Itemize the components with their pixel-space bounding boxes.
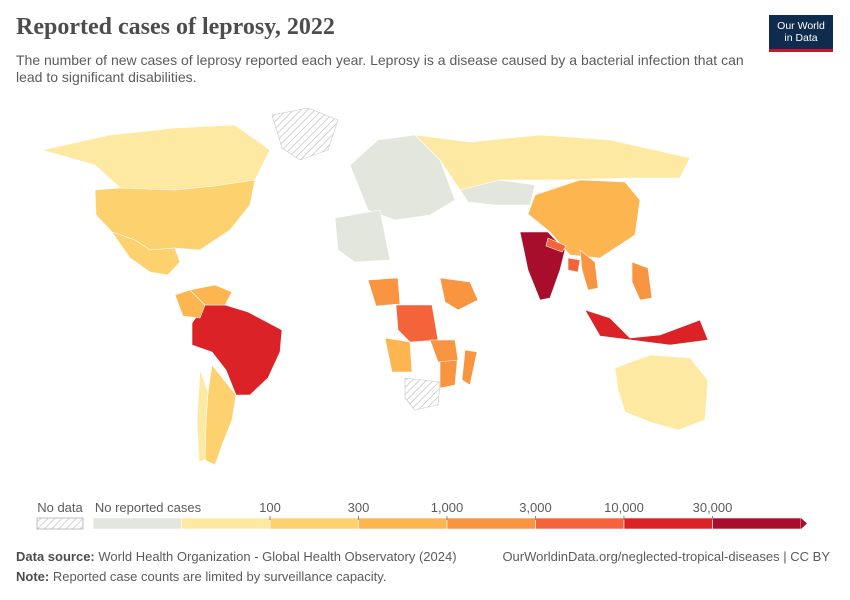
note-label: Note: bbox=[16, 569, 50, 584]
country-india[interactable] bbox=[519, 231, 566, 301]
legend-arrow bbox=[801, 518, 807, 529]
legend-swatch-0[interactable] bbox=[92, 517, 182, 530]
world-map bbox=[41, 107, 709, 466]
country-greenland[interactable] bbox=[271, 107, 339, 161]
source-url[interactable]: OurWorldinData.org/neglected-tropical-di… bbox=[502, 549, 830, 564]
data-source: Data source: World Health Organization -… bbox=[16, 549, 457, 564]
legend-swatch-1[interactable] bbox=[181, 517, 271, 530]
country-canada[interactable] bbox=[41, 124, 271, 191]
chart-title: Reported cases of leprosy, 2022 bbox=[16, 14, 335, 40]
legend-swatch-7[interactable] bbox=[712, 517, 802, 530]
country-venezuela[interactable] bbox=[189, 284, 233, 306]
country-bangladesh[interactable] bbox=[567, 257, 581, 273]
country-madagascar[interactable] bbox=[461, 349, 478, 386]
owid-logo[interactable]: Our World in Data bbox=[769, 15, 833, 52]
country-kazakhstan[interactable] bbox=[459, 179, 536, 206]
country-chile[interactable] bbox=[196, 369, 209, 463]
country-south-africa[interactable] bbox=[404, 377, 441, 411]
chart-note: Note: Reported case counts are limited b… bbox=[16, 569, 386, 584]
legend-threshold-label: 1,000 bbox=[431, 500, 464, 515]
legend-threshold-label: 3,000 bbox=[519, 500, 552, 515]
logo-line-1: Our World bbox=[777, 20, 825, 32]
legend-no-reported-label: No reported cases bbox=[95, 500, 202, 515]
country-russia[interactable] bbox=[414, 134, 691, 191]
legend-threshold-label: 300 bbox=[348, 500, 370, 515]
country-ethiopia[interactable] bbox=[439, 277, 479, 311]
legend-swatch-6[interactable] bbox=[623, 517, 713, 530]
country-mexico[interactable] bbox=[111, 231, 181, 276]
country-algeria[interactable] bbox=[334, 209, 391, 263]
country-tanzania[interactable] bbox=[429, 339, 459, 363]
country-myanmar[interactable] bbox=[579, 249, 599, 291]
logo-line-2: in Data bbox=[784, 32, 818, 44]
legend-threshold-label: 30,000 bbox=[693, 500, 733, 515]
country-australia[interactable] bbox=[614, 354, 709, 431]
country-china[interactable] bbox=[527, 179, 641, 259]
data-source-text: World Health Organization - Global Healt… bbox=[98, 549, 457, 564]
country-angola[interactable] bbox=[384, 337, 413, 373]
legend-swatch-5[interactable] bbox=[535, 517, 625, 530]
legend-swatch-3[interactable] bbox=[358, 517, 448, 530]
country-nepal[interactable] bbox=[545, 237, 567, 253]
country-indonesia[interactable] bbox=[584, 309, 709, 346]
note-text: Reported case counts are limited by surv… bbox=[52, 569, 387, 584]
country-dr-congo[interactable] bbox=[395, 304, 439, 343]
chart-subtitle: The number of new cases of leprosy repor… bbox=[16, 52, 744, 85]
country-colombia[interactable] bbox=[174, 289, 206, 319]
country-philippines[interactable] bbox=[631, 261, 653, 301]
legend-swatch-2[interactable] bbox=[269, 517, 359, 530]
legend-threshold-label: 10,000 bbox=[604, 500, 644, 515]
legend-no-data-swatch bbox=[36, 517, 84, 530]
legend-swatch-4[interactable] bbox=[446, 517, 536, 530]
legend: No data No reported cases 100 300 1,000 3,0… bbox=[36, 500, 807, 530]
country-brazil[interactable] bbox=[191, 304, 283, 396]
country-nigeria[interactable] bbox=[367, 277, 401, 307]
data-source-label: Data source: bbox=[16, 549, 95, 564]
legend-threshold-label: 100 bbox=[259, 500, 281, 515]
legend-no-data-label: No data bbox=[37, 500, 83, 515]
